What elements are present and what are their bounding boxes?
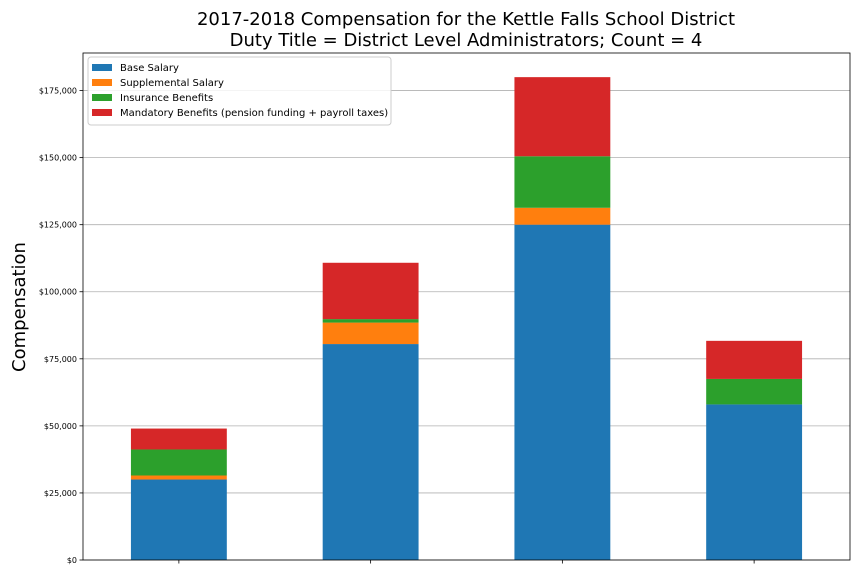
bar-segment — [514, 207, 611, 225]
legend-swatch — [92, 64, 112, 71]
bar-segment — [322, 322, 419, 345]
bar-segment — [706, 340, 803, 379]
bar-segment — [706, 404, 803, 560]
chart-title: 2017-2018 Compensation for the Kettle Fa… — [197, 9, 735, 30]
legend-swatch — [92, 94, 112, 101]
legend-entry: Base Salary — [120, 63, 179, 74]
y-tick-label: $25,000 — [44, 489, 77, 498]
y-tick-label: $150,000 — [39, 154, 77, 163]
y-tick-label: $50,000 — [44, 422, 77, 431]
y-tick-label: $125,000 — [39, 221, 77, 230]
legend-entry: Insurance Benefits — [120, 93, 213, 104]
bar-segment — [322, 319, 419, 323]
bar-segment — [514, 224, 611, 560]
bar-segment — [514, 77, 611, 157]
bar-segment — [130, 449, 227, 476]
legend-swatch — [92, 109, 112, 116]
legend-swatch — [92, 79, 112, 86]
bar-segment — [322, 344, 419, 560]
y-tick-label: $100,000 — [39, 288, 77, 297]
plot-frame — [82, 52, 851, 561]
y-tick-label: $75,000 — [44, 355, 77, 364]
bar-segment — [322, 262, 419, 320]
axes: $0 $25,000 $50,000 $75,000 $100,000 $125,000 $… — [39, 52, 851, 565]
legend-box — [87, 56, 392, 126]
bar-segment — [130, 475, 227, 480]
bars — [130, 77, 803, 560]
bar-segment — [130, 479, 227, 560]
bar-segment — [130, 428, 227, 450]
bar-segment — [514, 156, 611, 208]
bar-segment — [706, 378, 803, 405]
y-tick-label: $175,000 — [39, 87, 77, 96]
y-tick-label: $0 — [67, 556, 77, 565]
legend-entry: Mandatory Benefits (pension funding + pa… — [120, 108, 388, 119]
chart-subtitle: Duty Title = District Level Administrato… — [230, 30, 703, 51]
legend-entry: Supplemental Salary — [120, 78, 224, 89]
legend: Base Salary Supplemental Salary Insurance … — [87, 56, 392, 126]
y-axis-label: Compensation — [9, 242, 30, 372]
